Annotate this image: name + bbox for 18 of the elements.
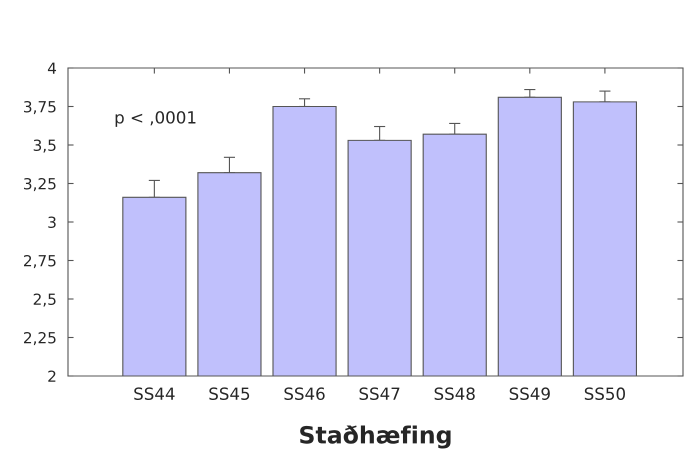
y-tick-label: 3 bbox=[48, 216, 56, 228]
y-tick-label: 3,5 bbox=[34, 139, 56, 153]
annotation: p < ,0001 bbox=[116, 111, 196, 127]
x-tick-label: SS48 bbox=[434, 387, 475, 400]
x-tick-label: SS47 bbox=[360, 387, 400, 400]
x-tick-label: SS44 bbox=[134, 387, 175, 400]
x-tick-label: SS45 bbox=[209, 387, 250, 400]
y-tick-label: 2 bbox=[48, 370, 56, 382]
y-tick-label: 3,25 bbox=[24, 178, 56, 192]
y-tick-label: 3,75 bbox=[24, 100, 56, 114]
y-tick-label: 2,25 bbox=[24, 332, 56, 346]
x-tick-label: SS50 bbox=[584, 387, 625, 400]
y-tick-label: 2,5 bbox=[34, 293, 56, 307]
x-axis-title: Staðhæfing bbox=[300, 425, 451, 448]
y-tick-label: 2,75 bbox=[24, 254, 56, 268]
y-tick-label: 4 bbox=[48, 62, 56, 74]
x-tick-label: SS46 bbox=[284, 387, 325, 400]
x-tick-label: SS49 bbox=[510, 387, 550, 400]
